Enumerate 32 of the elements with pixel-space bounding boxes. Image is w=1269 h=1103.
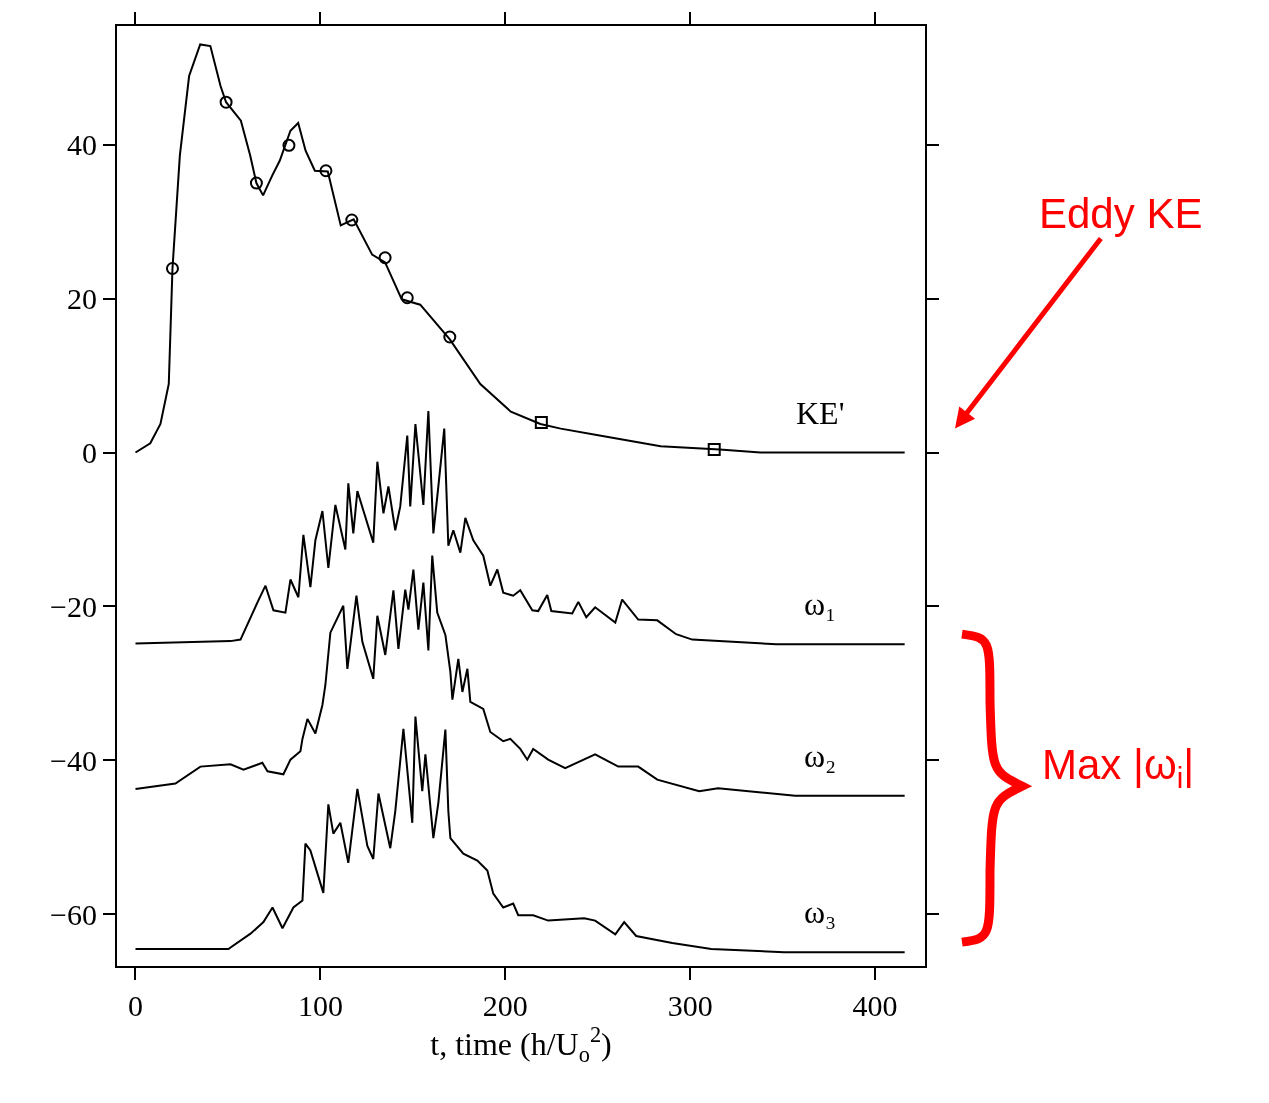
x-axis-title: t, time (h/U$_{o}$$^{2}$)	[430, 1022, 612, 1068]
point	[219, 95, 233, 109]
point	[165, 262, 179, 276]
point	[319, 164, 333, 178]
line-series	[134, 715, 906, 954]
x-tick-label: 0	[127, 989, 143, 1022]
x-tick-label: 200	[482, 989, 528, 1022]
line-series	[134, 43, 906, 454]
series-label: ω₂	[804, 738, 837, 774]
series-label: ω₁	[804, 586, 837, 622]
y-tick-label: 20	[67, 282, 97, 316]
point	[282, 138, 296, 152]
x-tick-label: 100	[297, 989, 343, 1022]
text: Max |ω$_{i}$|	[1042, 741, 1195, 794]
point	[249, 176, 263, 190]
y-tick-label: 40	[67, 128, 97, 162]
point	[345, 213, 359, 227]
series-label: KE'	[796, 395, 845, 431]
y-tick-label: −20	[50, 589, 97, 623]
x-tick-label: 400	[852, 989, 898, 1022]
x-tick-label: 300	[667, 989, 713, 1022]
text: Eddy KE	[1039, 190, 1203, 237]
point	[378, 251, 392, 265]
point	[707, 442, 721, 456]
series-label: ω₃	[804, 894, 837, 930]
y-tick-label: 0	[82, 436, 97, 469]
point	[400, 291, 414, 305]
point	[534, 415, 548, 429]
line-series	[134, 554, 906, 797]
point	[443, 330, 457, 344]
y-tick-label: −60	[50, 897, 97, 931]
y-tick-label: −40	[50, 743, 97, 777]
